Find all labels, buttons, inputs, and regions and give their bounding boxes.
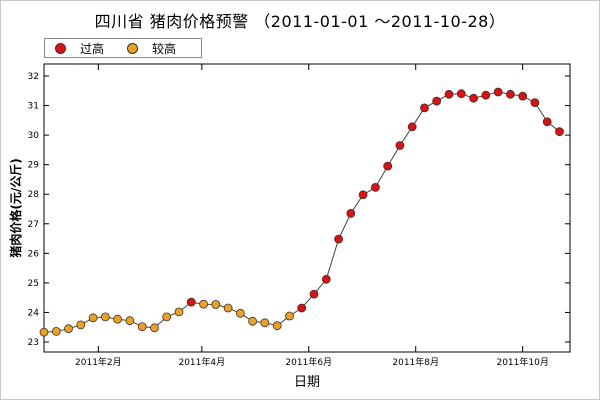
data-point xyxy=(248,316,258,326)
legend-label-elevated: 较高 xyxy=(152,41,177,56)
data-point xyxy=(297,303,307,313)
x-axis-label: 日期 xyxy=(294,375,320,390)
legend-marker-elevated xyxy=(127,42,138,54)
data-point xyxy=(444,89,454,99)
x-tick-label: 2011年2月 xyxy=(75,356,122,368)
data-point xyxy=(358,190,368,200)
y-tick-label: 25 xyxy=(28,279,39,289)
data-point xyxy=(125,316,135,326)
data-point xyxy=(518,91,528,101)
y-axis: 23 24 25 26 27 28 29 30 31 32 xyxy=(28,72,570,348)
data-point xyxy=(285,311,294,321)
y-tick-label: 31 xyxy=(28,102,39,112)
plot-border xyxy=(43,63,571,353)
data-point xyxy=(272,321,282,331)
data-point xyxy=(186,297,196,307)
y-axis-label: 猪肉价格(元/公斤) xyxy=(8,158,23,258)
y-tick-label: 23 xyxy=(28,338,39,348)
data-point xyxy=(199,299,209,309)
data-point xyxy=(150,323,159,333)
data-point xyxy=(174,307,184,317)
data-point xyxy=(370,182,380,192)
data-point xyxy=(235,308,245,318)
data-point xyxy=(51,326,61,336)
data-point xyxy=(469,93,479,103)
y-tick-label: 26 xyxy=(28,249,40,259)
data-point xyxy=(530,98,540,107)
y-tick-label: 28 xyxy=(28,190,40,200)
legend-item-elevated: 较高 xyxy=(127,40,176,56)
data-point xyxy=(88,313,98,323)
data-point xyxy=(162,312,172,322)
data-point xyxy=(420,103,429,113)
data-point xyxy=(101,312,110,322)
y-tick-label: 27 xyxy=(28,220,39,230)
y-tick-label: 24 xyxy=(28,308,40,318)
x-tick-label: 2011年10月 xyxy=(496,356,548,368)
data-point xyxy=(309,289,319,299)
x-tick-label: 2011年4月 xyxy=(178,356,225,368)
legend-marker-high xyxy=(55,42,66,54)
data-point xyxy=(137,322,147,332)
legend-item-high: 过高 xyxy=(55,40,104,56)
data-point xyxy=(64,324,73,334)
data-point xyxy=(260,318,270,328)
data-point xyxy=(334,234,344,244)
x-tick-label: 2011年6月 xyxy=(285,356,332,368)
data-point xyxy=(432,96,442,106)
data-point xyxy=(493,87,503,97)
y-tick-label: 29 xyxy=(28,161,40,171)
data-points xyxy=(39,87,564,337)
data-point xyxy=(555,127,564,137)
x-axis: 2011年2月 2011年4月 2011年6月 2011年8月 2011年10月 xyxy=(75,64,549,368)
data-point xyxy=(346,208,356,218)
data-point xyxy=(76,320,86,330)
data-point xyxy=(505,89,515,99)
data-point xyxy=(383,161,393,171)
data-point xyxy=(407,122,417,132)
data-point xyxy=(211,300,221,309)
data-point xyxy=(113,314,122,324)
data-point xyxy=(395,141,405,150)
x-tick-label: 2011年8月 xyxy=(392,356,439,368)
data-point xyxy=(542,117,552,127)
y-tick-label: 32 xyxy=(28,72,39,82)
data-point xyxy=(321,274,331,284)
data-point xyxy=(456,89,466,99)
legend: 过高 较高 xyxy=(44,38,202,58)
data-point xyxy=(223,303,233,313)
legend-label-high: 过高 xyxy=(80,41,105,56)
data-point xyxy=(481,90,491,100)
data-point xyxy=(39,327,49,337)
chart-title: 四川省 猪肉价格预警 （2011-01-01 ～2011-10-28） xyxy=(94,12,506,31)
y-tick-label: 30 xyxy=(28,131,40,141)
